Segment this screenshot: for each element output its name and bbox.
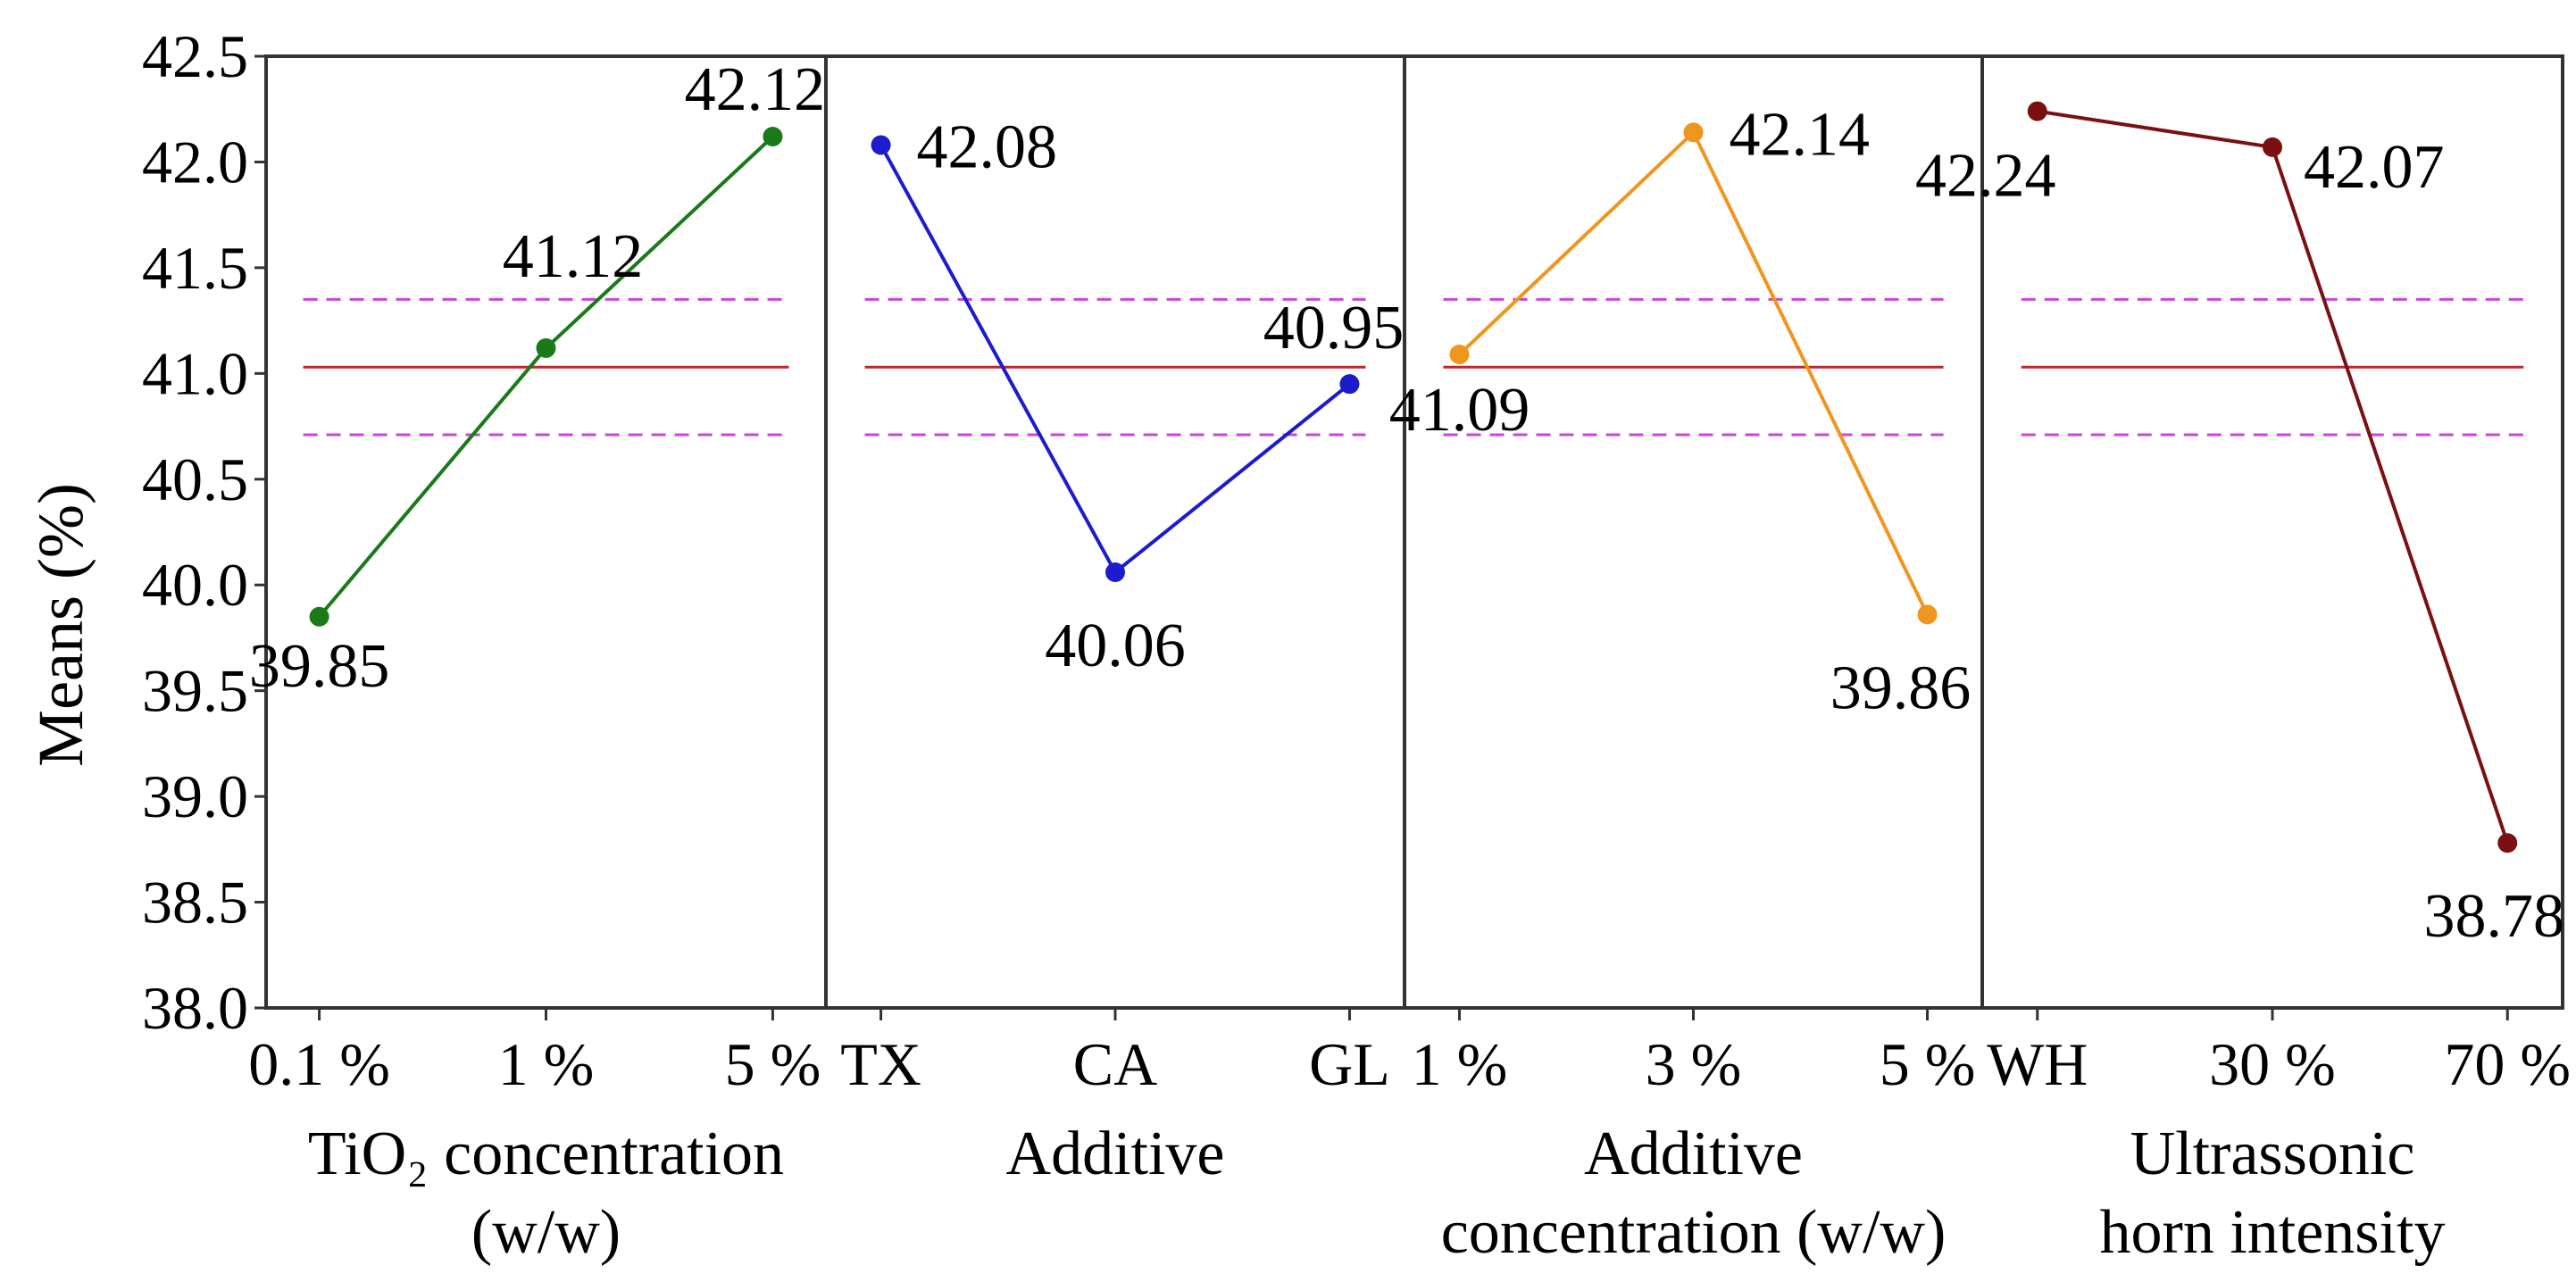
data-point [2263, 137, 2282, 157]
y-tick-label: 42.5 [142, 22, 248, 90]
data-point [1449, 345, 1470, 365]
data-value-label: 40.06 [1045, 612, 1186, 680]
x-tick-label: 0.1 % [248, 1030, 390, 1098]
series-line [1458, 129, 1930, 616]
x-tick-label: CA [1073, 1030, 1157, 1098]
data-value-label: 42.12 [685, 55, 826, 124]
panel-x-axis-label: Ultrassonic [2130, 1120, 2415, 1188]
data-point [1339, 374, 1360, 395]
data-point [2497, 833, 2518, 853]
data-point [1683, 122, 1704, 143]
data-value-label: 39.86 [1830, 653, 1972, 722]
data-value-label: 41.09 [1389, 376, 1530, 445]
series-line [2037, 109, 2510, 844]
x-tick-label: 70 % [2444, 1030, 2571, 1098]
panel-frame [1980, 54, 2564, 1010]
data-labels: 39.85 41.12 42.12 42.08 40.06 40.95 41.09 42.14… [249, 55, 2564, 951]
y-tick-label: 41.5 [142, 234, 248, 302]
panel-x-axis-label: TiO₂ concentration [308, 1120, 784, 1188]
x-tick-label: WH [1987, 1030, 2088, 1098]
plot-frames [264, 54, 2564, 1010]
series-line [318, 135, 774, 619]
data-value-label: 42.24 [1915, 142, 2056, 211]
x-tick-label: 1 % [498, 1030, 595, 1098]
data-point [1105, 562, 1125, 583]
panel-frame [824, 54, 1406, 1010]
x-tick-label: 5 % [725, 1030, 821, 1098]
data-point [309, 606, 329, 627]
x-tick-label: GL [1309, 1030, 1390, 1098]
y-tick-label: 42.0 [142, 128, 248, 196]
y-axis-ticks: 38.0 38.5 39.0 39.5 40.0 40.5 41.0 41.5 42.0 42.5 [142, 22, 266, 1042]
x-tick-label: 1 % [1412, 1030, 1508, 1098]
data-value-label: 42.14 [1730, 100, 1871, 169]
x-tick-label: TX [840, 1030, 921, 1098]
reference-lines [303, 297, 2524, 437]
panel-frame [1403, 54, 1984, 1010]
y-tick-label: 40.0 [142, 551, 248, 619]
panel-x-axis-label: Additive [1584, 1120, 1803, 1188]
x-tick-label: 5 % [1880, 1030, 1976, 1098]
data-point [763, 127, 783, 147]
y-axis-label: Means (%) [25, 483, 96, 767]
data-value-label: 42.07 [2304, 133, 2445, 202]
data-value-label: 42.08 [917, 112, 1058, 181]
data-point [871, 135, 891, 155]
data-value-label: 39.85 [249, 632, 390, 701]
y-tick-label: 38.0 [142, 974, 248, 1042]
data-point [536, 337, 556, 358]
panel-x-axis-label: concentration (w/w) [1441, 1198, 1947, 1267]
panel-x-axis-label: Additive [1006, 1120, 1225, 1188]
data-point [2027, 101, 2047, 121]
x-axis-ticks: 0.1 % 1 % 5 % TiO₂ concentration (w/w) TX CA GL… [248, 1008, 2571, 1267]
y-tick-label: 39.5 [142, 657, 248, 725]
x-tick-label: 30 % [2209, 1030, 2336, 1098]
data-point [1917, 604, 1938, 625]
x-tick-label: 3 % [1646, 1030, 1742, 1098]
y-tick-label: 40.5 [142, 445, 248, 513]
series-lines [309, 101, 2518, 853]
y-tick-label: 38.5 [142, 869, 248, 937]
data-value-label: 38.78 [2424, 882, 2565, 951]
data-value-label: 40.95 [1263, 294, 1405, 362]
panel-frame [264, 54, 828, 1010]
data-value-label: 41.12 [503, 222, 644, 291]
y-tick-label: 41.0 [142, 339, 248, 407]
panel-x-axis-label: (w/w) [471, 1198, 621, 1267]
y-tick-label: 39.0 [142, 762, 248, 830]
panel-x-axis-label: horn intensity [2100, 1198, 2446, 1267]
